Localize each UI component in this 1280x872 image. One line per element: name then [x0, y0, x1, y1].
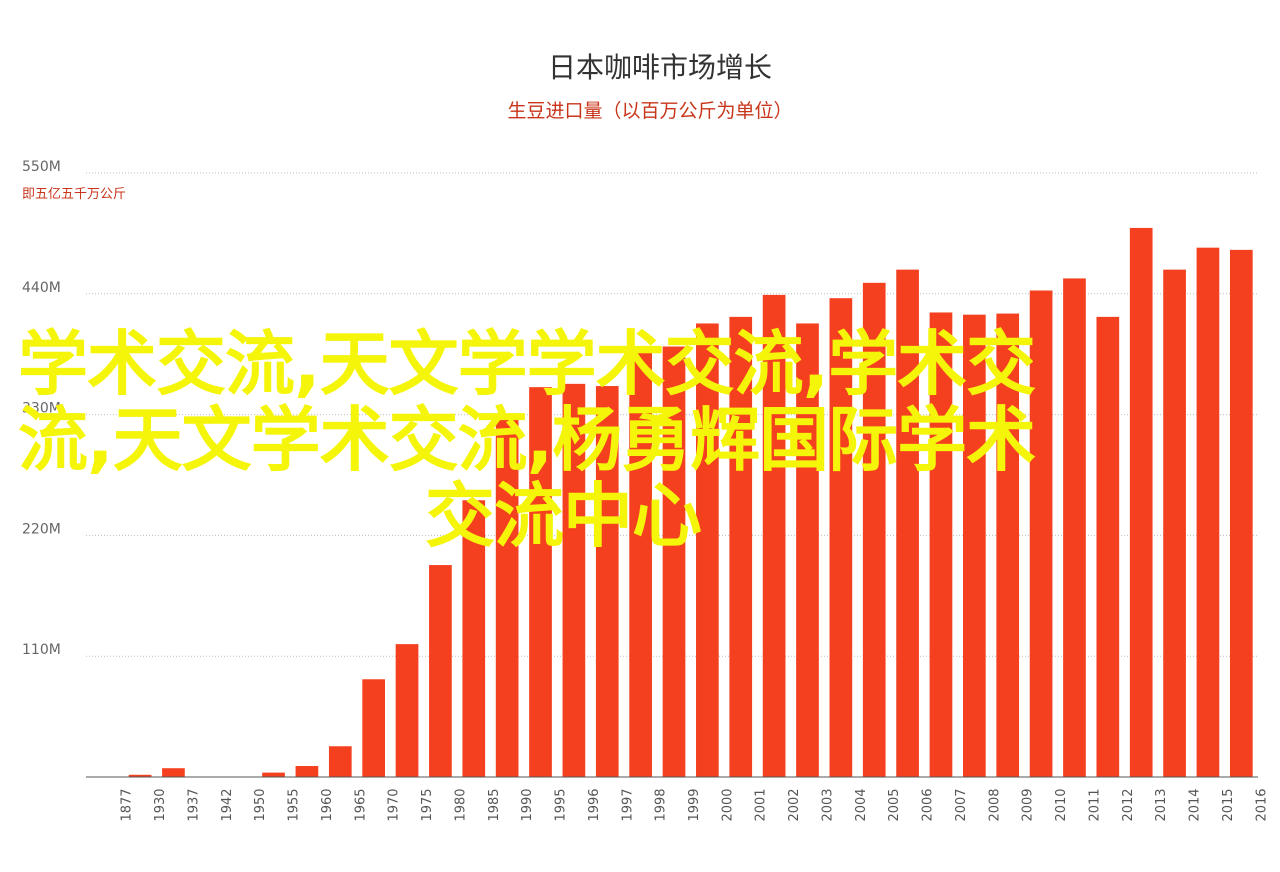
bar	[1163, 269, 1186, 777]
bar	[662, 346, 686, 777]
x-tick-label: 1998	[654, 788, 669, 821]
bar	[862, 282, 886, 777]
x-tick-label: 2011	[1087, 788, 1102, 821]
x-tick-label: 1877	[120, 788, 135, 821]
x-tick-label: 1985	[487, 788, 502, 821]
bar	[762, 294, 786, 777]
y-tick-label: 110M	[22, 642, 61, 658]
x-tick-label: 2014	[1188, 788, 1203, 821]
x-tick-label: 2006	[921, 788, 936, 821]
bar	[1063, 278, 1086, 777]
bar	[629, 350, 652, 777]
bar	[595, 386, 619, 777]
x-tick-label: 1955	[287, 788, 302, 821]
bar	[495, 416, 519, 777]
y-axis-note: 即五亿五千万公斤	[22, 187, 127, 202]
x-tick-label: 1975	[420, 788, 435, 821]
x-tick-label: 1996	[587, 788, 602, 821]
bar	[1196, 247, 1220, 777]
x-tick-label: 1937	[186, 788, 201, 821]
x-tick-label: 1980	[453, 788, 468, 821]
bar	[295, 766, 319, 777]
x-tick-label: 1930	[153, 788, 168, 821]
x-tick-label: 1960	[320, 788, 335, 821]
watermark-overlay-text: 学术交流,天文学学术交流,学术交 流,天文学术交流,杨勇辉国际学术 交流中心	[18, 326, 1178, 554]
bar	[462, 500, 486, 777]
x-tick-label: 1990	[520, 788, 535, 821]
x-tick-label: 1997	[620, 788, 635, 821]
x-tick-label: 2001	[754, 788, 769, 821]
bar	[562, 383, 586, 777]
bar	[1129, 227, 1153, 778]
chart-subtitle: 生豆进口量（以百万公斤为单位）	[507, 100, 793, 122]
bar	[128, 774, 152, 777]
overlay-line-2: 流,天文学术交流,杨勇辉国际学术	[18, 399, 1036, 481]
bar	[1029, 290, 1053, 777]
bar	[362, 679, 386, 777]
x-tick-label: 2007	[954, 788, 969, 821]
bar	[1096, 316, 1120, 777]
overlay-line-1: 学术交流,天文学学术交流,学术交	[18, 323, 1036, 405]
bar	[829, 298, 853, 777]
x-tick-label: 2009	[1021, 788, 1036, 821]
y-tick-label: 220M	[22, 521, 61, 537]
x-tick-label: 2008	[987, 788, 1002, 821]
bar	[962, 314, 986, 777]
y-tick-label: 330M	[22, 401, 61, 417]
bar	[529, 387, 552, 777]
bar	[896, 269, 919, 777]
bar	[929, 312, 953, 777]
bar	[1229, 249, 1253, 777]
x-tick-label: 2013	[1154, 788, 1169, 821]
x-tick-label: 2015	[1221, 788, 1236, 821]
x-tick-label: 1965	[353, 788, 368, 821]
x-tick-label: 1995	[554, 788, 569, 821]
bar	[162, 768, 185, 777]
x-tick-label: 2012	[1121, 788, 1136, 821]
overlay-line-3: 交流中心	[425, 475, 702, 557]
bar	[796, 323, 819, 777]
bar	[429, 565, 452, 777]
bar	[262, 772, 285, 777]
x-tick-label: 2002	[787, 788, 802, 821]
bar	[996, 313, 1020, 777]
bar	[328, 746, 352, 777]
x-tick-label: 1970	[387, 788, 402, 821]
x-tick-label: 2000	[720, 788, 735, 821]
x-tick-label: 2003	[820, 788, 835, 821]
bar	[696, 323, 719, 777]
x-tick-label: 1999	[687, 788, 702, 821]
x-tick-label: 2010	[1054, 788, 1069, 821]
x-tick-label: 2004	[854, 788, 869, 821]
bar	[395, 644, 419, 777]
chart-title: 日本咖啡市场增长	[547, 51, 772, 84]
x-tick-label: 1942	[220, 788, 235, 821]
x-tick-label: 2016	[1254, 788, 1269, 821]
y-tick-label: 550M	[22, 159, 61, 175]
y-tick-label: 440M	[22, 280, 61, 296]
x-tick-label: 2005	[887, 788, 902, 821]
bar	[729, 316, 753, 777]
x-tick-label: 1950	[253, 788, 268, 821]
